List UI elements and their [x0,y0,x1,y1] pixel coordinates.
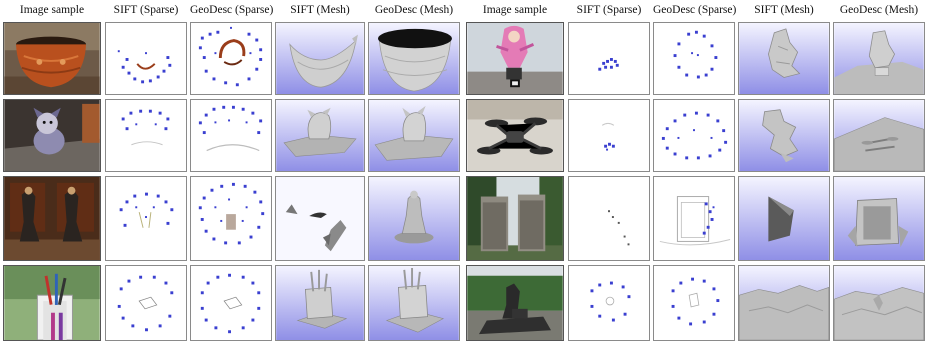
image-sample-figurine [466,22,564,95]
geodesc-mesh-drone [833,99,925,172]
header-geodesc-sparse-right: GeoDesc (Sparse) [653,4,737,16]
geodesc-sparse-warrior [190,176,272,261]
image-sample-pen-holder [3,265,101,341]
geodesc-mesh-warrior [368,176,460,261]
header-image-sample-right: Image sample [482,4,548,16]
sift-mesh-drone [738,99,830,172]
header-sift-sparse-right: SIFT (Sparse) [576,4,642,16]
sift-sparse-bowl [105,22,187,95]
geodesc-mesh-figurine [833,22,925,95]
sift-mesh-pillars [738,176,830,261]
geodesc-sparse-pillars [653,176,735,261]
image-sample-drone [466,99,564,172]
sift-mesh-warrior [275,176,365,261]
geodesc-sparse-drone [653,99,735,172]
sift-sparse-plush [105,99,187,172]
geodesc-mesh-bowl [368,22,460,95]
image-sample-plush [3,99,101,172]
header-image-sample-left: Image sample [19,4,85,16]
header-sift-sparse-left: SIFT (Sparse) [113,4,179,16]
header-sift-mesh-left: SIFT (Mesh) [290,4,350,16]
geodesc-sparse-plush [190,99,272,172]
sift-mesh-statue [738,265,830,341]
image-sample-pillars [466,176,564,261]
geodesc-mesh-pillars [833,176,925,261]
image-sample-bowl [3,22,101,95]
geodesc-sparse-statue [653,265,735,341]
sift-sparse-warrior [105,176,187,261]
image-sample-statue [466,265,564,341]
sift-mesh-plush [275,99,365,172]
sparse-cloud [117,50,172,84]
geodesc-mesh-pen-holder [368,265,460,341]
sift-sparse-figurine [568,22,650,95]
sift-mesh-figurine [738,22,830,95]
sift-mesh-pen-holder [275,265,365,341]
header-geodesc-mesh-left: GeoDesc (Mesh) [374,4,454,16]
sift-sparse-pen-holder [105,265,187,341]
geodesc-sparse-bowl [190,22,272,95]
sift-mesh-bowl [275,22,365,95]
sift-sparse-statue [568,265,650,341]
geodesc-sparse-pen-holder [190,265,272,341]
sift-sparse-drone [568,99,650,172]
header-sift-mesh-right: SIFT (Mesh) [754,4,814,16]
sift-sparse-pillars [568,176,650,261]
geodesc-sparse-figurine [653,22,735,95]
header-geodesc-sparse-left: GeoDesc (Sparse) [190,4,274,16]
geodesc-mesh-plush [368,99,460,172]
header-geodesc-mesh-right: GeoDesc (Mesh) [839,4,919,16]
geodesc-mesh-statue [833,265,925,341]
image-sample-warrior [3,176,101,261]
